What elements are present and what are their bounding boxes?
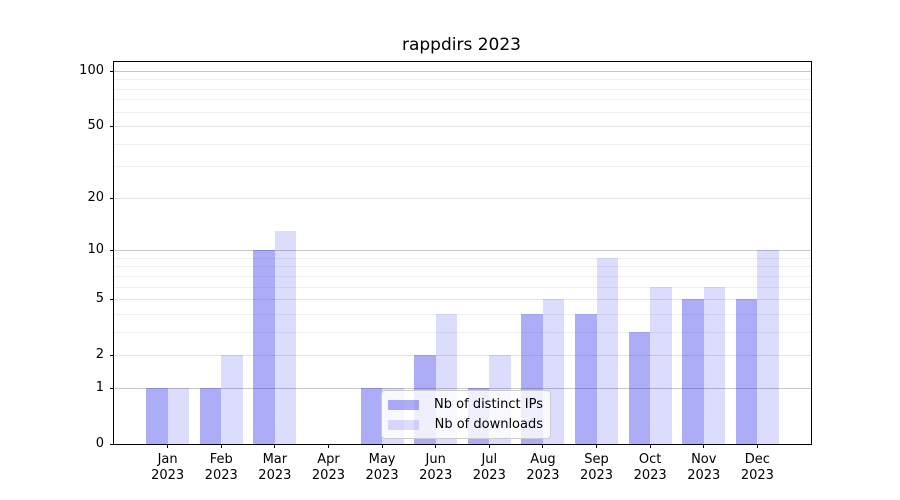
gridline-minor bbox=[114, 99, 811, 101]
y-tick bbox=[110, 355, 114, 357]
y-tick-label: 100 bbox=[79, 63, 104, 78]
gridline-minor bbox=[114, 286, 811, 288]
plot-area: 0 1 2 5 10 20 50 100 Jan 2023 Feb 2023 Mar 2023 Apr… bbox=[79, 61, 812, 483]
legend-item-distinct-ips: Nb of distinct IPs bbox=[388, 396, 543, 413]
gridline-minor bbox=[114, 257, 811, 259]
y-tick-label: 50 bbox=[87, 118, 104, 134]
y-tick bbox=[110, 197, 114, 199]
y-tick bbox=[110, 250, 114, 252]
gridline-minor bbox=[114, 79, 811, 81]
x-tick bbox=[274, 444, 276, 448]
x-tick bbox=[220, 444, 222, 448]
bar-feb-downloads bbox=[221, 355, 243, 444]
x-tick bbox=[756, 444, 758, 448]
bar-feb-ips bbox=[199, 387, 222, 444]
bar-dec-downloads bbox=[757, 250, 779, 444]
x-tick bbox=[596, 444, 598, 448]
gridline bbox=[114, 299, 811, 301]
y-tick bbox=[110, 299, 114, 301]
bar-oct-ips bbox=[628, 331, 651, 444]
gridline bbox=[114, 197, 811, 199]
gridline-minor bbox=[114, 275, 811, 277]
x-tick bbox=[703, 444, 705, 448]
x-tick bbox=[435, 444, 437, 448]
legend-swatch-downloads bbox=[388, 419, 419, 430]
y-tick-label: 2 bbox=[95, 347, 104, 363]
legend-item-downloads: Nb of downloads bbox=[388, 416, 543, 433]
x-tick-label-dec: Dec 2023 bbox=[740, 452, 774, 483]
legend-swatch-distinct-ips bbox=[388, 399, 419, 410]
legend-label-distinct-ips: Nb of distinct IPs bbox=[434, 396, 543, 412]
x-tick-label-jan: Jan 2023 bbox=[151, 452, 185, 483]
x-tick-label-mar: Mar 2023 bbox=[258, 452, 292, 483]
x-tick bbox=[167, 444, 169, 448]
bar-oct-downloads bbox=[650, 286, 672, 444]
bar-mar-downloads bbox=[274, 230, 297, 444]
gridline-minor bbox=[114, 266, 811, 268]
y-tick bbox=[110, 71, 114, 72]
y-tick-label: 10 bbox=[87, 242, 104, 258]
x-tick bbox=[381, 444, 383, 448]
legend: Nb of distinct IPs Nb of downloads bbox=[381, 390, 551, 439]
bar-nov-downloads bbox=[703, 286, 726, 444]
gridline-major bbox=[114, 387, 811, 389]
x-tick-label-sep: Sep 2023 bbox=[579, 452, 614, 483]
gridline bbox=[114, 355, 811, 357]
x-tick bbox=[649, 444, 651, 448]
y-tick-label: 0 bbox=[95, 436, 104, 451]
y-tick-label: 1 bbox=[95, 379, 104, 395]
gridline-major bbox=[114, 71, 811, 72]
x-tick-label-apr: Apr 2023 bbox=[311, 452, 345, 483]
x-tick-label-nov: Nov 2023 bbox=[687, 452, 721, 483]
x-tick-label-oct: Oct 2023 bbox=[633, 452, 667, 483]
gridline-minor bbox=[114, 111, 811, 113]
y-tick-label: 20 bbox=[87, 189, 104, 205]
bar-sep-downloads bbox=[596, 257, 618, 444]
legend-label-downloads: Nb of downloads bbox=[434, 416, 543, 432]
x-tick bbox=[542, 444, 544, 448]
gridline bbox=[114, 126, 811, 128]
y-tick-label: 5 bbox=[95, 291, 104, 307]
y-tick bbox=[110, 444, 114, 445]
gridline-minor bbox=[114, 166, 811, 168]
gridline-minor bbox=[114, 143, 811, 145]
bar-sep-ips bbox=[575, 313, 597, 444]
bar-jan-downloads bbox=[167, 387, 190, 444]
x-tick bbox=[488, 444, 490, 448]
bar-jan-ips bbox=[146, 387, 168, 444]
gridline-major bbox=[114, 250, 811, 252]
gridline-minor bbox=[114, 313, 811, 315]
x-tick bbox=[327, 444, 329, 448]
bar-mar-ips bbox=[253, 250, 275, 444]
x-tick-label-aug: Aug 2023 bbox=[526, 452, 560, 483]
gridline-minor bbox=[114, 88, 811, 90]
chart-title: rappdirs 2023 bbox=[401, 35, 522, 55]
bar-may-ips bbox=[360, 387, 383, 444]
x-tick-label-jul: Jul 2023 bbox=[472, 452, 506, 483]
x-tick-label-feb: Feb 2023 bbox=[204, 452, 238, 483]
gridline-minor bbox=[114, 331, 811, 333]
bar-dec-ips bbox=[735, 299, 758, 444]
y-tick bbox=[110, 126, 114, 128]
x-tick-label-jun: Jun 2023 bbox=[419, 452, 453, 483]
bar-nov-ips bbox=[682, 299, 704, 444]
x-tick-label-may: May 2023 bbox=[365, 452, 399, 483]
y-tick bbox=[110, 387, 114, 389]
